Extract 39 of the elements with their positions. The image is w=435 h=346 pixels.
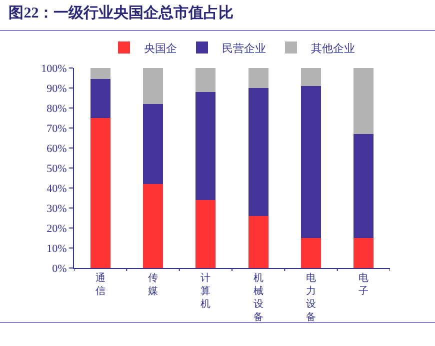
x-tick-label: 电子 (358, 272, 369, 297)
y-tick-label: 70% (46, 122, 67, 135)
x-tick-label: 机械设备 (253, 272, 264, 323)
y-tick-label: 40% (46, 182, 67, 195)
bar (142, 68, 164, 104)
bar (196, 68, 216, 92)
bar (90, 68, 110, 79)
x-tick-label: 电力设备 (306, 272, 316, 323)
bar (196, 200, 216, 268)
y-tick-label: 0% (52, 262, 67, 275)
bar (354, 134, 374, 238)
bar (142, 104, 164, 184)
x-tick-label: 计算机 (200, 272, 211, 310)
bar (196, 92, 216, 200)
y-tick-label: 20% (46, 222, 67, 235)
bar (354, 238, 374, 268)
bar (248, 88, 268, 216)
legend-label: 其他企业 (311, 42, 355, 55)
bar (90, 118, 110, 268)
y-tick-label: 100% (41, 62, 67, 75)
y-tick-label: 90% (46, 82, 67, 95)
bar (300, 68, 322, 86)
bar (248, 216, 268, 268)
legend-label: 民营企业 (222, 42, 266, 55)
y-tick-label: 10% (46, 242, 67, 255)
bar (142, 184, 164, 268)
bar (300, 238, 322, 268)
x-tick-label: 通信 (95, 272, 106, 297)
y-tick-label: 50% (46, 162, 67, 175)
legend-label: 央国企 (144, 42, 177, 55)
bar (354, 68, 374, 134)
x-tick-label: 传媒 (148, 273, 158, 297)
y-tick-label: 80% (46, 102, 67, 115)
bar (90, 79, 110, 118)
bar (248, 68, 268, 88)
bar (300, 86, 322, 238)
y-tick-label: 30% (46, 202, 67, 215)
y-tick-label: 60% (46, 142, 67, 155)
chart-title: 图22：一级行业央国企总市值占比 (8, 3, 234, 22)
